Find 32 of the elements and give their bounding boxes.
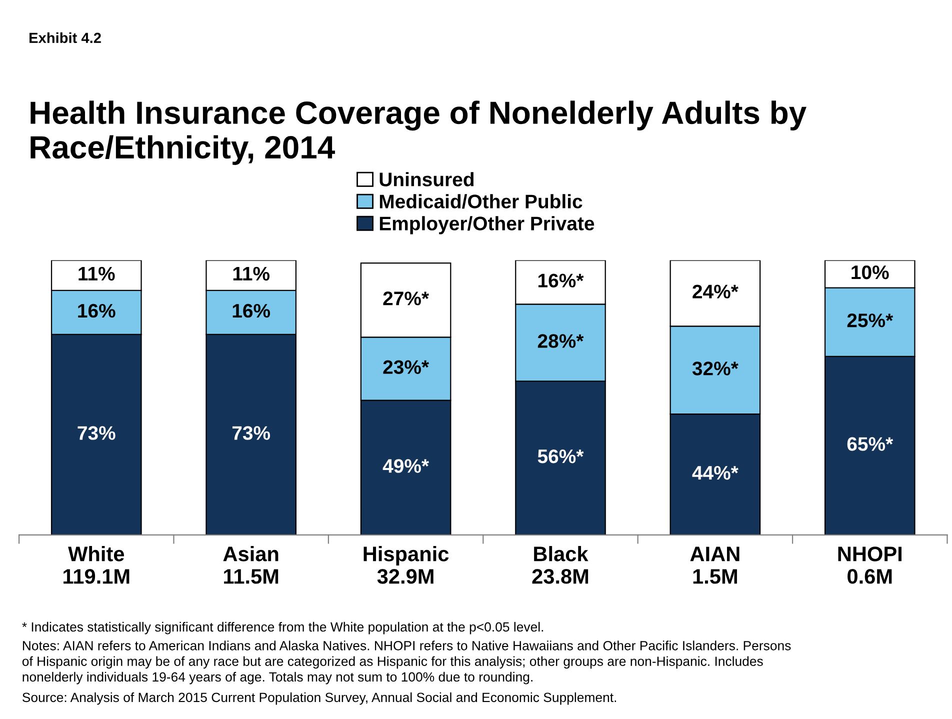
source-note: Source: Analysis of March 2015 Current Population Survey, Annual Social and Economic Supplement.: [22, 692, 616, 705]
data-label: 11%: [233, 266, 270, 281]
x-tick-label: AIAN 1.5M: [690, 546, 740, 584]
chart-title: Health Insurance Coverage of Nonelderly Adults by Race/Ethnicity, 2014: [30, 100, 806, 165]
data-label: 10%: [852, 265, 889, 280]
data-label: 32%*: [692, 362, 738, 376]
data-label: 27%*: [383, 292, 430, 306]
data-label: 16%: [78, 304, 116, 318]
x-tick-label: Asian 11.5M: [223, 546, 278, 584]
data-label: 49%*: [382, 459, 430, 473]
data-label: 65%*: [847, 437, 894, 451]
data-label: 56%*: [538, 449, 584, 464]
data-label: 16%*: [538, 274, 584, 288]
x-tick-label: Hispanic 32.9M: [364, 546, 449, 584]
data-label: 24%*: [692, 284, 738, 298]
text: * Indicates statistically significant difference from the White population at the p<0.05 level.: [22, 622, 544, 634]
data-label: 73%: [78, 426, 116, 440]
x-tick-label: Black 23.8M: [532, 546, 588, 584]
data-label: 11%: [78, 266, 115, 281]
legend-label: Employer/Other Private: [380, 216, 594, 234]
data-label: 23%*: [383, 360, 430, 374]
data-label: 16%: [232, 304, 270, 318]
data-label: 25%*: [847, 314, 894, 328]
legend-label: Medicaid/Other Public: [380, 194, 582, 209]
text: Exhibit 4.2: [30, 32, 101, 44]
text: Notes: AIAN refers to American Indians and Alaska Natives. NHOPI refers to Native Hawaiians and Other Pacific Islanders. Persons of Hispanic origin may be of any race but are categorized as Hispanic for this analysis; other groups are non-Hispanic. Includes nonelderly individuals 19-64 years of age. Totals may not sum to 100% due to rounding.: [22, 640, 791, 684]
data-label: 73%: [232, 426, 270, 440]
data-label: 28%*: [538, 334, 584, 348]
x-tick-label: NHOPI 0.6M: [838, 546, 902, 584]
data-label: 44%*: [692, 466, 738, 480]
x-tick-label: White 119.1M: [64, 546, 130, 584]
legend-label: Uninsured: [380, 172, 474, 186]
